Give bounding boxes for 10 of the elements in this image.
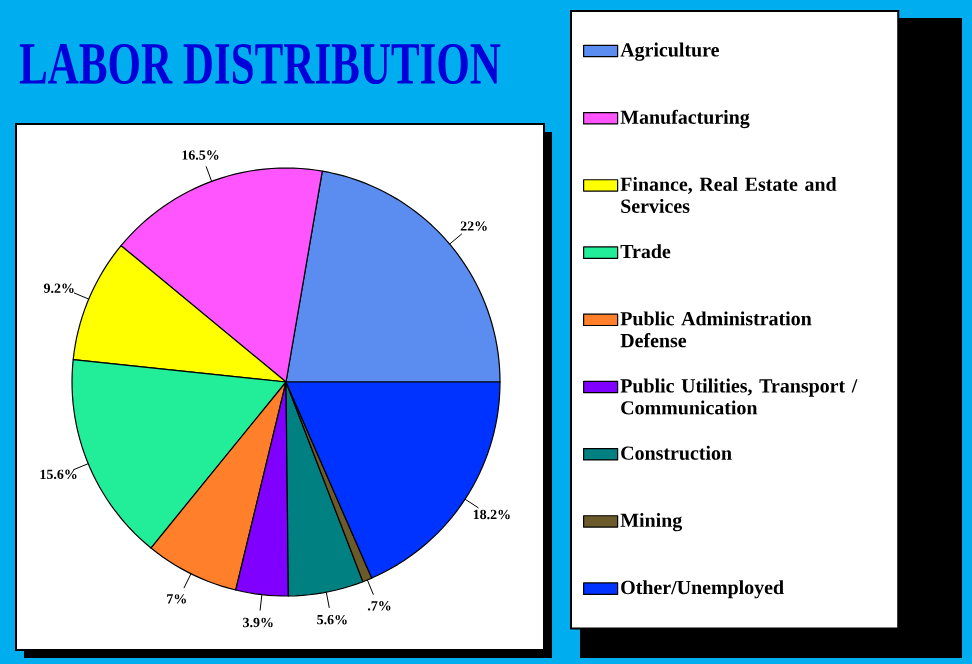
legend-label: Manufacturing bbox=[620, 109, 750, 129]
legend-label: Public Administration Defense bbox=[620, 311, 812, 348]
legend-label: Public Utilities, Transport / Communication bbox=[620, 378, 858, 415]
legend-label: Other/Unemployed bbox=[621, 580, 784, 599]
chart-title: LABOR DISTRIBUTION bbox=[19, 43, 501, 85]
legend-label: Construction bbox=[621, 445, 732, 460]
legend-label: Trade bbox=[620, 244, 671, 259]
legend-label: Mining bbox=[620, 512, 683, 532]
legend-label: Finance, Real Estate and Services bbox=[620, 176, 837, 213]
legend-label: Agriculture bbox=[620, 42, 719, 61]
